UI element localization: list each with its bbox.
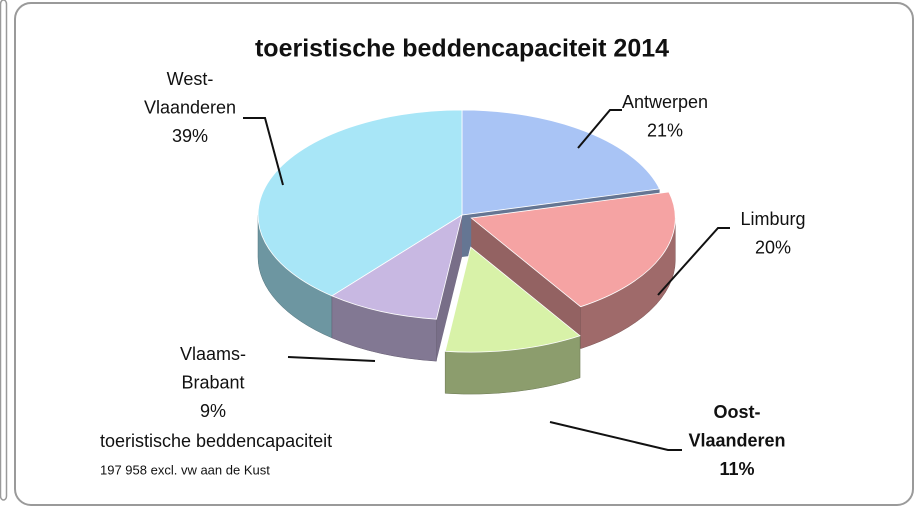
neighbor-frame (0, 0, 8, 501)
category-label: West-Vlaanderen (144, 69, 236, 118)
category-label: Limburg (740, 209, 805, 229)
slice-top (444, 246, 581, 353)
leader-line (287, 356, 376, 362)
value-label: 20% (755, 237, 791, 257)
slice-top (257, 109, 463, 297)
leader-line (243, 117, 284, 186)
leader-line (657, 227, 730, 296)
category-label: Vlaams-Brabant (180, 344, 246, 393)
category-label: Oost-Vlaanderen (688, 402, 785, 451)
slice-top (331, 214, 463, 320)
value-label: 11% (719, 459, 754, 479)
chart-title: toeristische beddencapaciteit 2014 (255, 35, 669, 63)
slice-top (461, 109, 661, 216)
annotation: 197 958 excl. vw aan de Kust (100, 462, 270, 477)
slice-top (470, 191, 676, 308)
slice (444, 246, 581, 395)
value-label: 21% (647, 120, 683, 140)
value-label: 39% (172, 126, 208, 146)
category-label: Antwerpen (622, 92, 708, 112)
annotation: toeristische beddencapaciteit (100, 431, 332, 451)
leader-line (577, 109, 622, 149)
slice (331, 214, 463, 362)
value-label: 9% (200, 401, 226, 421)
leader-line (549, 421, 682, 451)
